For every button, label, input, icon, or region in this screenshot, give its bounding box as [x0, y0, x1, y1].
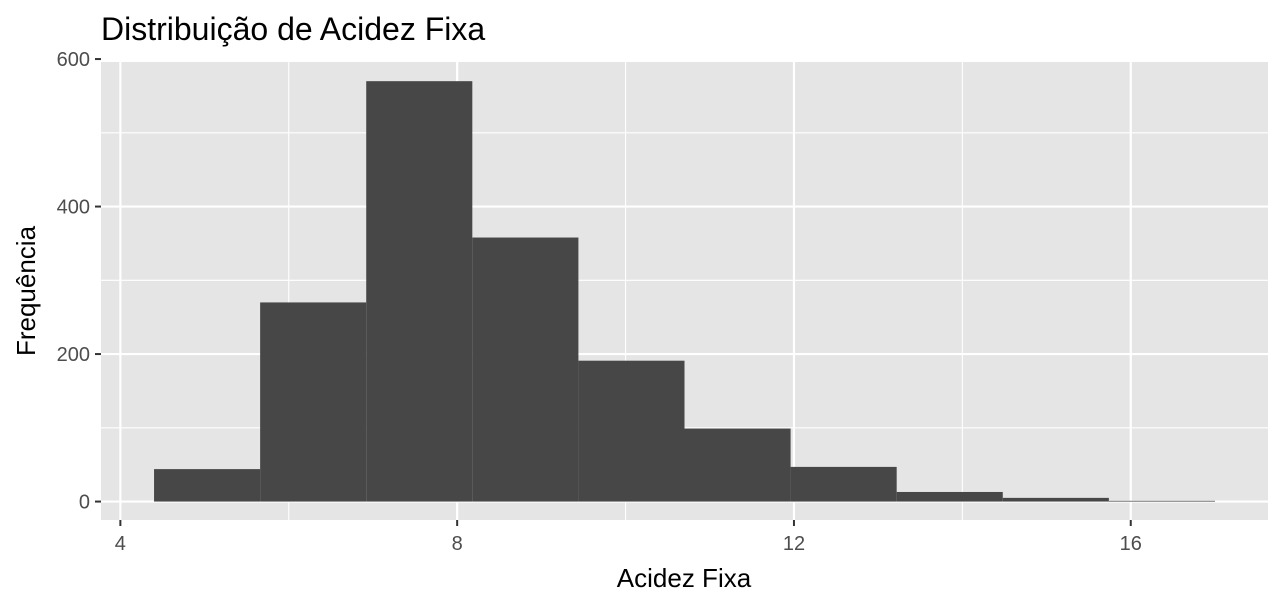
histogram-bar [1108, 500, 1215, 502]
histogram-bar [578, 360, 685, 502]
x-tick-label: 12 [783, 533, 805, 555]
histogram-bar [154, 469, 261, 502]
histogram-bar [1002, 497, 1109, 502]
histogram-bar [684, 428, 791, 502]
x-tick-label: 16 [1120, 533, 1142, 555]
y-tick-label: 0 [79, 492, 90, 514]
histogram-bar [366, 81, 473, 502]
histogram-bar [896, 491, 1003, 502]
y-axis: 0 200 400 600 [57, 49, 101, 514]
x-axis-title: Acidez Fixa [617, 563, 752, 593]
histogram-bar [260, 302, 367, 502]
y-tick-label: 200 [57, 344, 90, 366]
histogram-bar [790, 466, 897, 502]
x-tick-label: 8 [452, 533, 463, 555]
y-tick-label: 400 [57, 197, 90, 219]
y-tick-label: 600 [57, 49, 90, 71]
chart-title: Distribuição de Acidez Fixa [101, 11, 485, 47]
x-axis: 4 8 12 16 [115, 520, 1142, 555]
x-tick-label: 4 [115, 533, 126, 555]
y-axis-title: Frequência [11, 225, 41, 356]
histogram-bars [154, 81, 1215, 502]
histogram-bar [472, 237, 579, 502]
